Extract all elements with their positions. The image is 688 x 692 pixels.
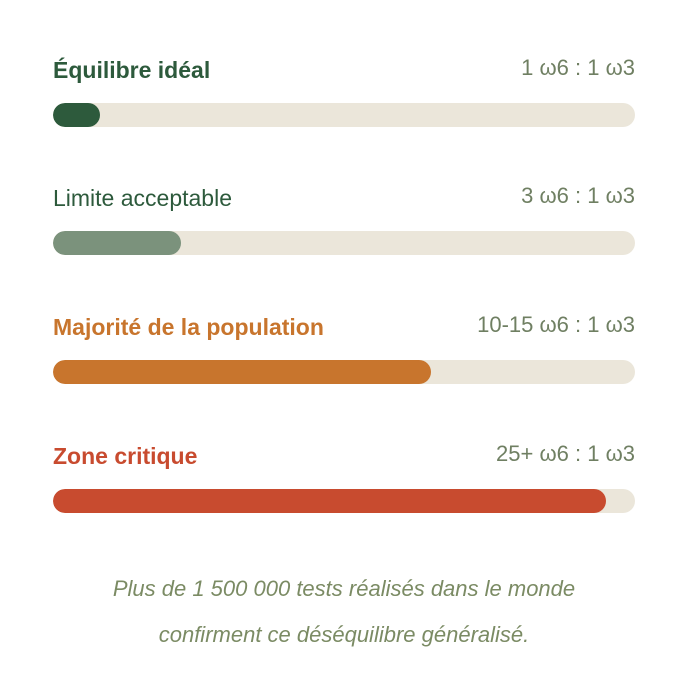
footer-note: Plus de 1 500 000 tests réalisés dans le…	[0, 566, 688, 658]
level-ratio: 25+ ω6 : 1 ω3	[496, 441, 635, 466]
level-label: Majorité de la population	[53, 314, 324, 340]
level-bar-track	[53, 360, 635, 384]
footer-line-1: Plus de 1 500 000 tests réalisés dans le…	[112, 576, 576, 601]
level-ratio: 1 ω6 : 1 ω3	[521, 55, 635, 80]
level-bar-track	[53, 231, 635, 255]
level-bar-track	[53, 489, 635, 513]
level-row-majority: Majorité de la population 10-15 ω6 : 1 ω…	[53, 310, 635, 384]
level-bar-fill	[53, 103, 100, 127]
level-label: Équilibre idéal	[53, 57, 211, 83]
level-bar-track	[53, 103, 635, 127]
level-label: Limite acceptable	[53, 185, 232, 211]
level-row-acceptable: Limite acceptable 3 ω6 : 1 ω3	[53, 181, 635, 255]
level-row-ideal: Équilibre idéal 1 ω6 : 1 ω3	[53, 53, 635, 127]
level-label: Zone critique	[53, 443, 198, 469]
level-bar-fill	[53, 360, 431, 384]
level-ratio: 3 ω6 : 1 ω3	[521, 183, 635, 208]
level-row-critical: Zone critique 25+ ω6 : 1 ω3	[53, 439, 635, 513]
footer-line-2: confirment ce déséquilibre généralisé.	[158, 622, 530, 647]
level-bar-fill	[53, 231, 181, 255]
level-bar-fill	[53, 489, 606, 513]
level-ratio: 10-15 ω6 : 1 ω3	[477, 312, 635, 337]
